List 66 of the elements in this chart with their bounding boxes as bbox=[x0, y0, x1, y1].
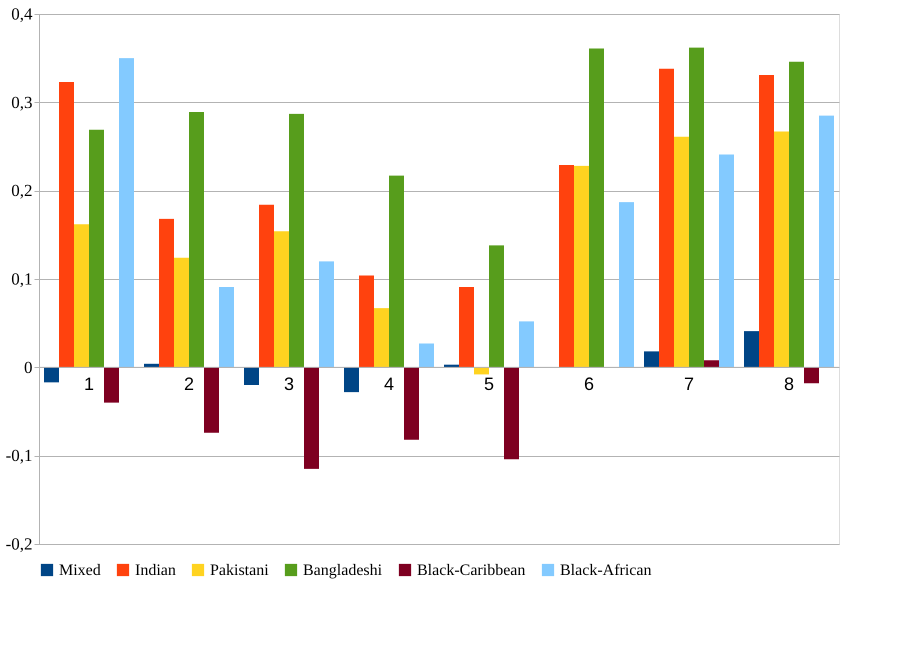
bar bbox=[444, 364, 459, 368]
bar bbox=[789, 62, 804, 368]
legend-label: Mixed bbox=[59, 562, 101, 579]
bar bbox=[59, 82, 74, 368]
bar bbox=[619, 202, 634, 368]
x-tick-label: 7 bbox=[684, 374, 694, 394]
x-tick-label: 3 bbox=[284, 374, 294, 394]
bar bbox=[819, 116, 834, 368]
bar bbox=[589, 48, 604, 368]
bar bbox=[574, 166, 589, 368]
x-tick-label: 5 bbox=[484, 374, 494, 394]
legend-label: Indian bbox=[135, 562, 176, 579]
bar bbox=[44, 367, 59, 382]
x-tick-label: 8 bbox=[784, 374, 794, 394]
bar bbox=[204, 367, 219, 433]
y-tick-label: 0,1 bbox=[11, 270, 32, 288]
y-tick-label: 0,3 bbox=[11, 92, 32, 112]
x-tick-label: 1 bbox=[84, 374, 94, 394]
bar bbox=[119, 58, 134, 368]
x-tick-label: 2 bbox=[184, 374, 194, 394]
bar bbox=[344, 367, 359, 392]
bar bbox=[504, 367, 519, 460]
bar bbox=[374, 308, 389, 368]
bar bbox=[404, 367, 419, 440]
bar bbox=[774, 131, 789, 368]
bar bbox=[689, 48, 704, 368]
bar bbox=[389, 176, 404, 368]
bar bbox=[559, 165, 574, 368]
bar bbox=[319, 261, 334, 368]
bar bbox=[159, 218, 174, 368]
legend-label: Black-Caribbean bbox=[417, 562, 526, 579]
bar bbox=[474, 367, 489, 374]
bar bbox=[759, 74, 774, 368]
x-tick-label: 6 bbox=[584, 374, 594, 394]
y-tick-label: -0,2 bbox=[6, 534, 32, 554]
bar bbox=[174, 258, 189, 368]
bar bbox=[419, 343, 434, 368]
bar bbox=[674, 136, 689, 368]
x-tick-label: 4 bbox=[384, 374, 394, 394]
y-tick-label: -0,1 bbox=[6, 446, 32, 466]
bar bbox=[744, 331, 759, 368]
bar bbox=[659, 68, 674, 368]
bar bbox=[644, 351, 659, 368]
bar bbox=[304, 367, 319, 469]
bar bbox=[719, 154, 734, 368]
legend-label: Bangladeshi bbox=[303, 562, 383, 579]
bar bbox=[804, 367, 819, 384]
legend-label: Pakistani bbox=[210, 562, 270, 579]
bar bbox=[274, 231, 289, 368]
bar bbox=[704, 360, 719, 368]
bar bbox=[74, 224, 89, 368]
bar bbox=[459, 286, 474, 368]
bar bbox=[519, 321, 534, 368]
legend-label: Black-African bbox=[560, 562, 652, 579]
bar bbox=[259, 204, 274, 368]
bar bbox=[489, 245, 504, 368]
bar bbox=[104, 367, 119, 403]
bar bbox=[189, 112, 204, 368]
y-tick-label: 0 bbox=[24, 358, 32, 377]
y-tick-label: 0,4 bbox=[11, 4, 33, 24]
bar bbox=[359, 275, 374, 368]
bar bbox=[89, 130, 104, 368]
bar bbox=[219, 286, 234, 368]
y-tick-label: 0,2 bbox=[11, 181, 32, 200]
bar bbox=[289, 114, 304, 368]
bar bbox=[244, 367, 259, 385]
